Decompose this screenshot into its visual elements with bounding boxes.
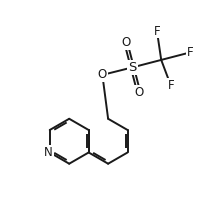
Text: O: O <box>98 68 107 81</box>
Text: F: F <box>154 25 160 37</box>
Text: S: S <box>128 61 136 74</box>
Text: O: O <box>134 86 143 98</box>
Text: F: F <box>187 46 193 59</box>
Text: F: F <box>168 79 174 92</box>
Text: N: N <box>44 146 53 159</box>
Text: O: O <box>121 36 131 49</box>
